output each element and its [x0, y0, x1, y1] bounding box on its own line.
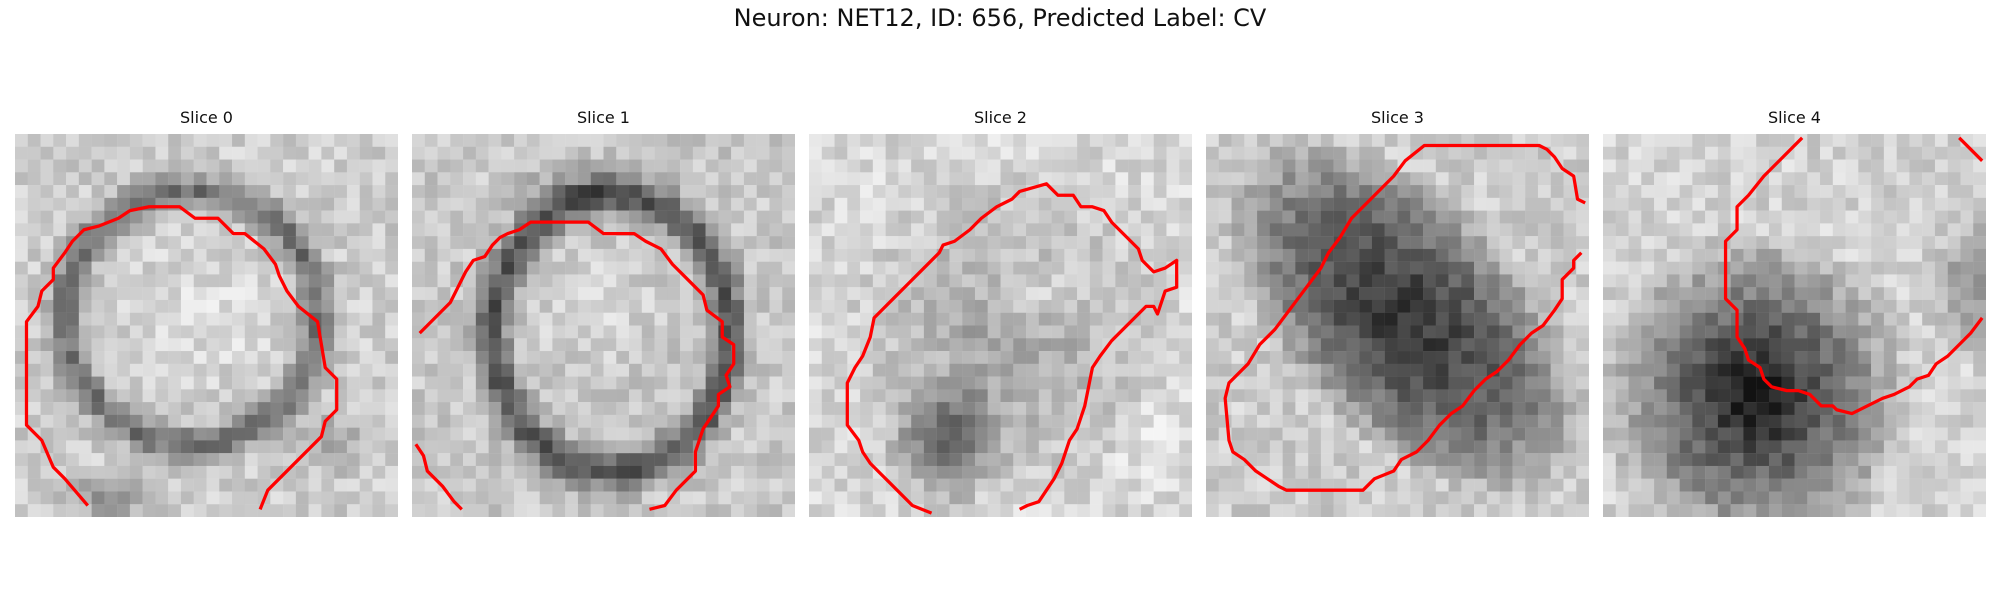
segmentation-contour-1b: [414, 443, 463, 511]
em-slice-image-1: [412, 134, 795, 517]
segmentation-contour-2: [845, 182, 1179, 515]
micrograph-pixels-2: [809, 134, 1192, 517]
slice-title-0: Slice 0: [180, 108, 233, 127]
slice-title-4: Slice 4: [1768, 108, 1821, 127]
segmentation-contour-0: [24, 205, 339, 510]
segmentation-contour-3: [1223, 143, 1586, 492]
em-slice-image-2: [809, 134, 1192, 517]
slice-title-1: Slice 1: [577, 108, 630, 127]
segmentation-contour-1: [418, 220, 736, 511]
micrograph-pixels-3: [1206, 134, 1589, 517]
em-slice-image-3: [1206, 134, 1589, 517]
micrograph-pixels-0: [15, 134, 398, 517]
micrograph-pixels-4: [1603, 134, 1986, 517]
micrograph-pixels-1: [412, 134, 795, 517]
em-slice-image-0: [15, 134, 398, 517]
figure-title: Neuron: NET12, ID: 656, Predicted Label:…: [733, 4, 1267, 32]
em-slice-image-4: [1603, 134, 1986, 517]
slice-title-3: Slice 3: [1371, 108, 1424, 127]
segmentation-contour-4b: [1958, 136, 1984, 162]
segmentation-contour-4: [1723, 136, 1984, 416]
slice-title-2: Slice 2: [974, 108, 1027, 127]
